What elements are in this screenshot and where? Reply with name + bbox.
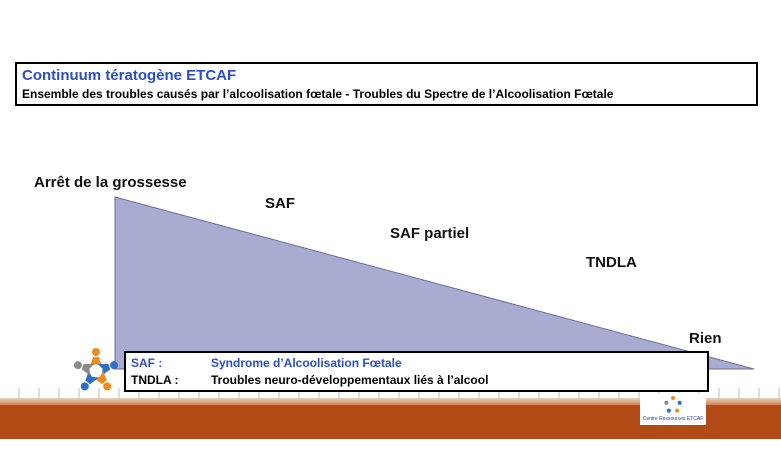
legend-abbr-saf: SAF : [131,356,163,370]
legend-abbr-tndla: TNDLA : [131,373,179,387]
people-circle-small-icon [664,396,682,413]
label-tndla: TNDLA [586,254,637,271]
diagram-title: Continuum tératogène ETCAF [22,67,237,84]
people-circle-logo-icon [73,348,119,391]
logo-caption: Centre Ressources ETCAF [642,416,704,422]
legend-box: SAF : Syndrome d’Alcoolisation Fœtale TN… [124,351,709,392]
label-arret-grossesse: Arrêt de la grossesse [34,174,187,191]
triangle-shape [114,196,755,370]
label-saf: SAF [265,195,295,212]
diagram-subtitle: Ensemble des troubles causés par l’alcoo… [22,87,614,101]
title-box: Continuum tératogène ETCAF Ensemble des … [15,62,758,106]
label-saf-partiel: SAF partiel [390,225,470,242]
ground-highlight [0,398,781,406]
legend-def-tndla: Troubles neuro-développementaux liés à l… [211,373,489,387]
legend-def-saf: Syndrome d’Alcoolisation Fœtale [211,356,402,370]
label-rien: Rien [689,330,722,347]
etcaf-logo: Centre Ressources ETCAF [640,393,706,425]
